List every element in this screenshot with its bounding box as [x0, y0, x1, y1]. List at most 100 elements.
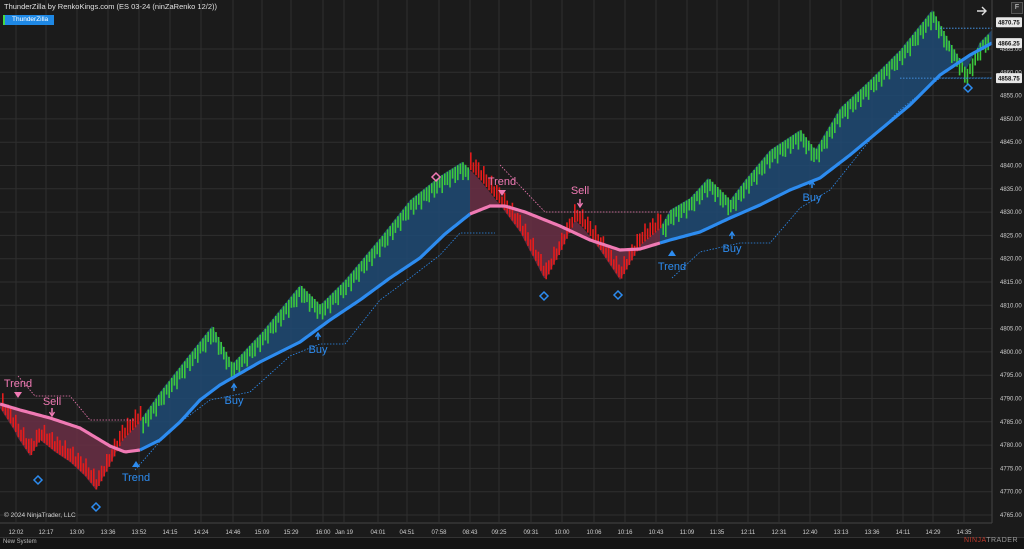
renko-bar [59, 440, 61, 455]
renko-bar [178, 367, 181, 380]
renko-bar [860, 89, 862, 108]
time-tick-label: 09:31 [523, 530, 539, 536]
renko-bar [644, 223, 646, 242]
renko-bar [865, 84, 867, 97]
price-marker-box [996, 38, 1022, 49]
renko-bar [610, 249, 612, 266]
renko-bar [433, 181, 436, 198]
renko-bar [449, 170, 451, 188]
renko-bar [836, 113, 839, 125]
renko-bar [896, 53, 898, 70]
renko-bar [607, 246, 610, 262]
renko-bar [628, 249, 631, 265]
renko-bar [665, 219, 667, 237]
renko-bar [553, 246, 555, 265]
renko-bar [568, 218, 571, 234]
triangle-down-icon [498, 190, 506, 196]
renko-bar [43, 424, 46, 443]
renko-bar [483, 166, 485, 184]
price-tick-label: 4820.00 [1000, 257, 1022, 263]
renko-bar [704, 182, 706, 194]
renko-bar [186, 357, 189, 369]
renko-bar [176, 371, 178, 390]
price-axis[interactable]: 4865.004860.004855.004850.004845.004840.… [991, 0, 1022, 523]
renko-bar [464, 164, 467, 177]
renko-bar [77, 452, 79, 469]
renko-bar [108, 454, 111, 467]
renko-bar [938, 21, 940, 39]
renko-bar [750, 173, 753, 186]
renko-bar [490, 175, 493, 194]
arrow-head [808, 179, 816, 186]
renko-bar [873, 77, 875, 93]
renko-bar [316, 301, 319, 319]
renko-bar [152, 402, 155, 414]
renko-bar [852, 96, 854, 113]
renko-bar [919, 25, 922, 36]
renko-bar [605, 247, 607, 258]
renko-bar [262, 332, 264, 346]
renko-bar [724, 194, 727, 206]
renko-bar [969, 63, 971, 75]
renko-bar [961, 62, 963, 73]
renko-bar [581, 209, 584, 227]
time-tick-label: Jan 19 [335, 530, 354, 536]
time-axis[interactable]: 12:02 12:17 13:00 13:36 13:52 14:15 14:24 14:46… [0, 522, 992, 536]
renko-bar [392, 222, 394, 241]
renko-bar [350, 273, 352, 292]
renko-bar [693, 194, 696, 212]
renko-bar [740, 186, 742, 202]
renko-bar [397, 216, 399, 228]
renko-bar [880, 69, 883, 87]
renko-bar [340, 285, 342, 296]
renko-bar [719, 189, 722, 206]
f-button[interactable]: F [1011, 2, 1023, 14]
renko-bar [511, 202, 514, 221]
renko-bar [475, 159, 477, 176]
renko-bar [119, 430, 121, 446]
price-tick-label: 4810.00 [1000, 303, 1022, 309]
renko-bar [888, 61, 891, 80]
renko-bar [285, 303, 287, 315]
time-tick-label: 12:11 [741, 530, 756, 536]
renko-bar [753, 169, 755, 182]
renko-bar [126, 417, 129, 436]
renko-bar [480, 170, 482, 181]
trend-buy-label: Trend [122, 472, 150, 484]
renko-bar [727, 197, 729, 216]
renko-bar [802, 133, 805, 148]
renko-bar [220, 341, 222, 355]
arrow-right-icon[interactable] [974, 3, 990, 19]
renko-bar [763, 157, 766, 174]
renko-bar [202, 338, 204, 352]
renko-bar [800, 130, 802, 142]
renko-bar [945, 35, 948, 51]
time-tick-label: 13:00 [69, 530, 85, 536]
renko-bar [139, 405, 142, 421]
time-tick-label: 04:01 [370, 530, 386, 536]
time-tick-label: 12:17 [38, 530, 54, 536]
renko-bar [496, 184, 498, 200]
renko-bar [917, 28, 919, 46]
renko-bar [696, 191, 698, 202]
renko-bar [259, 334, 261, 353]
price-chart[interactable]: Trend Sell Trend Buy Buy Trend Sell Trend Buy Buy… [0, 0, 1024, 537]
time-tick-label: 15:29 [283, 530, 299, 536]
renko-bar [654, 222, 657, 233]
renko-bar [899, 51, 901, 62]
indicator-badge[interactable]: ThunderZilla [3, 15, 55, 25]
renko-bar [368, 251, 371, 262]
diamond-icon [538, 290, 550, 302]
renko-bar [12, 417, 14, 428]
renko-bar [243, 351, 246, 364]
renko-bar [17, 423, 20, 438]
time-tick-label: 15:09 [254, 530, 270, 536]
renko-bar [657, 213, 659, 231]
renko-bar [514, 213, 516, 225]
renko-bar [308, 293, 311, 312]
renko-bar [184, 361, 186, 379]
renko-bar [25, 438, 27, 450]
renko-bar [173, 374, 176, 386]
renko-bar [940, 26, 943, 37]
diamond-icon [430, 171, 442, 183]
